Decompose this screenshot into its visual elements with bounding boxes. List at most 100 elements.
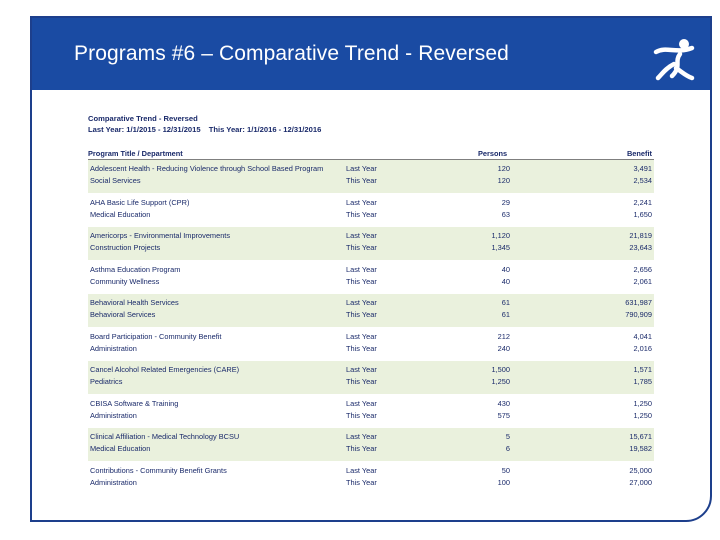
table-row-group: Adolescent Health - Reducing Violence th… <box>88 160 654 194</box>
table-row: Contributions - Community Benefit Grants… <box>88 465 654 477</box>
benefit-value: 19,582 <box>629 444 652 453</box>
column-header-row: Program Title / Department Persons Benef… <box>88 148 654 160</box>
table-row-group: CBISA Software & Training Last Year 430 … <box>88 395 654 429</box>
table-row: Social Services This Year 120 2,534 <box>88 175 654 187</box>
benefit-value: 1,250 <box>633 410 653 420</box>
benefit-value: 2,241 <box>633 197 653 207</box>
table-row: AHA Basic Life Support (CPR) Last Year 2… <box>88 197 654 209</box>
department-name: Administration <box>90 343 137 353</box>
table-row: Medical Education This Year 6 19,582 <box>88 443 654 455</box>
benefit-value: 15,671 <box>629 432 652 441</box>
benefit-value: 2,534 <box>633 176 653 185</box>
year-label: Last Year <box>346 365 377 374</box>
year-label: This Year <box>346 410 377 420</box>
persons-value: 120 <box>497 176 510 185</box>
last-year-range: Last Year: 1/1/2015 - 12/31/2015 <box>88 125 201 134</box>
persons-value: 1,250 <box>491 377 511 386</box>
table-row: Clinical Affiliation - Medical Technolog… <box>88 431 654 443</box>
year-label: Last Year <box>346 465 377 475</box>
persons-value: 5 <box>505 432 510 441</box>
program-title: Cancel Alcohol Related Emergencies (CARE… <box>90 365 240 374</box>
table-row-group: Behavioral Health Services Last Year 61 … <box>88 294 654 328</box>
table-row-group: Clinical Affiliation - Medical Technolog… <box>88 428 654 462</box>
year-label: Last Year <box>346 264 377 274</box>
year-label: Last Year <box>346 398 377 408</box>
table-row: Behavioral Services This Year 61 790,909 <box>88 309 654 321</box>
program-title: Clinical Affiliation - Medical Technolog… <box>90 432 240 441</box>
benefit-value: 23,643 <box>629 243 652 252</box>
department-name: Community Wellness <box>90 276 160 286</box>
persons-value: 50 <box>501 465 510 475</box>
year-label: Last Year <box>346 298 377 307</box>
benefit-value: 1,571 <box>633 365 653 374</box>
table-row: Administration This Year 100 27,000 <box>88 477 654 489</box>
year-label: Last Year <box>346 164 377 173</box>
year-label: This Year <box>346 243 377 252</box>
table-row: Board Participation - Community Benefit … <box>88 331 654 343</box>
persons-value: 430 <box>497 398 510 408</box>
persons-value: 120 <box>497 164 510 173</box>
benefit-value: 790,909 <box>625 310 652 319</box>
program-title: AHA Basic Life Support (CPR) <box>90 197 190 207</box>
department-name: Medical Education <box>90 209 151 219</box>
report-date-range: Last Year: 1/1/2015 - 12/31/2015 This Ye… <box>88 124 654 136</box>
table-row: Community Wellness This Year 40 2,061 <box>88 276 654 288</box>
program-title: Adolescent Health - Reducing Violence th… <box>90 164 324 173</box>
benefit-value: 2,061 <box>633 276 653 286</box>
persons-value: 61 <box>501 298 510 307</box>
persons-value: 40 <box>501 276 510 286</box>
table-row: Behavioral Health Services Last Year 61 … <box>88 297 654 309</box>
persons-value: 29 <box>501 197 510 207</box>
year-label: Last Year <box>346 331 377 341</box>
year-label: This Year <box>346 209 377 219</box>
persons-value: 100 <box>497 477 510 487</box>
persons-value: 1,120 <box>491 231 511 240</box>
department-name: Administration <box>90 410 137 420</box>
table-row: Americorps - Environmental Improvements … <box>88 230 654 242</box>
table-row: Administration This Year 240 2,016 <box>88 343 654 355</box>
department-name: Administration <box>90 477 137 487</box>
table-row-group: AHA Basic Life Support (CPR) Last Year 2… <box>88 194 654 228</box>
persons-value: 6 <box>505 444 510 453</box>
persons-value: 240 <box>497 343 510 353</box>
table-row-group: Asthma Education Program Last Year 40 2,… <box>88 261 654 295</box>
year-label: Last Year <box>346 197 377 207</box>
table-row: Asthma Education Program Last Year 40 2,… <box>88 264 654 276</box>
year-label: This Year <box>346 276 377 286</box>
persons-value: 61 <box>501 310 510 319</box>
slide-title: Programs #6 – Comparative Trend - Revers… <box>74 42 509 65</box>
table-row: CBISA Software & Training Last Year 430 … <box>88 398 654 410</box>
table-row-group: Americorps - Environmental Improvements … <box>88 227 654 261</box>
stick-figure-logo-icon <box>653 39 695 81</box>
benefit-value: 1,785 <box>633 377 653 386</box>
year-label: Last Year <box>346 231 377 240</box>
year-label: Last Year <box>346 432 377 441</box>
persons-value: 575 <box>497 410 510 420</box>
comparative-trend-report: Comparative Trend - Reversed Last Year: … <box>88 114 654 506</box>
benefit-value: 1,650 <box>633 209 653 219</box>
header-bar: Programs #6 – Comparative Trend - Revers… <box>32 18 710 90</box>
year-label: This Year <box>346 310 377 319</box>
persons-value: 63 <box>501 209 510 219</box>
year-label: This Year <box>346 343 377 353</box>
benefit-value: 27,000 <box>629 477 652 487</box>
table-row: Medical Education This Year 63 1,650 <box>88 209 654 221</box>
department-name: Behavioral Services <box>90 310 156 319</box>
program-title: CBISA Software & Training <box>90 398 179 408</box>
column-header-program: Program Title / Department <box>88 149 183 158</box>
benefit-value: 2,016 <box>633 343 653 353</box>
table-row-group: Board Participation - Community Benefit … <box>88 328 654 362</box>
department-name: Social Services <box>90 176 141 185</box>
table-row-group: Cancel Alcohol Related Emergencies (CARE… <box>88 361 654 395</box>
program-title: Americorps - Environmental Improvements <box>90 231 231 240</box>
persons-value: 212 <box>497 331 510 341</box>
program-title: Contributions - Community Benefit Grants <box>90 465 227 475</box>
this-year-range: This Year: 1/1/2016 - 12/31/2016 <box>208 125 322 134</box>
department-name: Medical Education <box>90 444 151 453</box>
benefit-value: 4,041 <box>633 331 653 341</box>
column-header-persons: Persons <box>478 149 508 158</box>
year-label: This Year <box>346 444 377 453</box>
program-title: Behavioral Health Services <box>90 298 179 307</box>
department-name: Pediatrics <box>90 377 123 386</box>
report-rows: Adolescent Health - Reducing Violence th… <box>88 160 654 495</box>
